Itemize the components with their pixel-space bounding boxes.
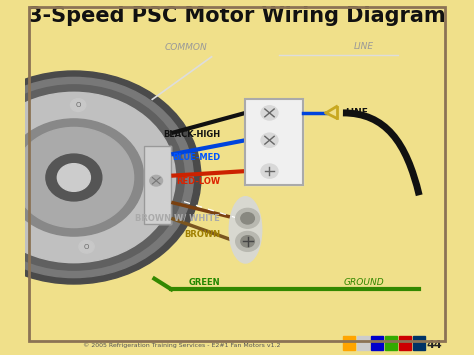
Circle shape — [261, 106, 278, 120]
Circle shape — [46, 154, 102, 201]
Text: © 2005 Refrigeration Training Services - E2#1 Fan Motors v1.2: © 2005 Refrigeration Training Services -… — [83, 342, 281, 348]
Bar — [246, 99, 303, 185]
Text: BLUE-MED: BLUE-MED — [172, 153, 220, 163]
Text: GROUND: GROUND — [344, 278, 384, 287]
Bar — [343, 336, 355, 350]
Bar — [385, 336, 397, 350]
Bar — [399, 336, 411, 350]
Bar — [371, 336, 383, 350]
Bar — [246, 99, 303, 185]
Bar — [144, 146, 171, 224]
Circle shape — [4, 119, 144, 236]
Circle shape — [0, 77, 193, 278]
Text: O: O — [84, 244, 89, 250]
Circle shape — [14, 127, 134, 228]
Circle shape — [0, 92, 175, 263]
Bar — [357, 336, 369, 350]
Text: 44: 44 — [426, 340, 442, 350]
Text: BLACK-HIGH: BLACK-HIGH — [163, 130, 220, 140]
Text: GREEN: GREEN — [189, 278, 220, 287]
Text: COMMON: COMMON — [165, 43, 208, 53]
Bar — [144, 146, 171, 224]
Circle shape — [241, 236, 255, 247]
Bar — [413, 336, 425, 350]
Circle shape — [150, 175, 163, 186]
Circle shape — [0, 85, 184, 270]
Circle shape — [236, 231, 259, 251]
Circle shape — [261, 133, 278, 147]
Circle shape — [241, 213, 255, 224]
Circle shape — [0, 71, 201, 284]
Text: LINE: LINE — [354, 42, 374, 51]
Circle shape — [236, 208, 259, 228]
Text: 3-Speed PSC Motor Wiring Diagram: 3-Speed PSC Motor Wiring Diagram — [28, 6, 446, 26]
Circle shape — [71, 99, 86, 111]
Ellipse shape — [229, 197, 261, 263]
Text: O: O — [75, 102, 81, 108]
Circle shape — [261, 164, 278, 178]
Text: BROWN: BROWN — [184, 230, 220, 239]
Circle shape — [57, 164, 91, 191]
Text: BROWN W/ WHITE: BROWN W/ WHITE — [135, 214, 220, 223]
Text: RED-LOW: RED-LOW — [176, 176, 220, 186]
Text: LINE: LINE — [345, 108, 368, 117]
Circle shape — [79, 240, 94, 253]
